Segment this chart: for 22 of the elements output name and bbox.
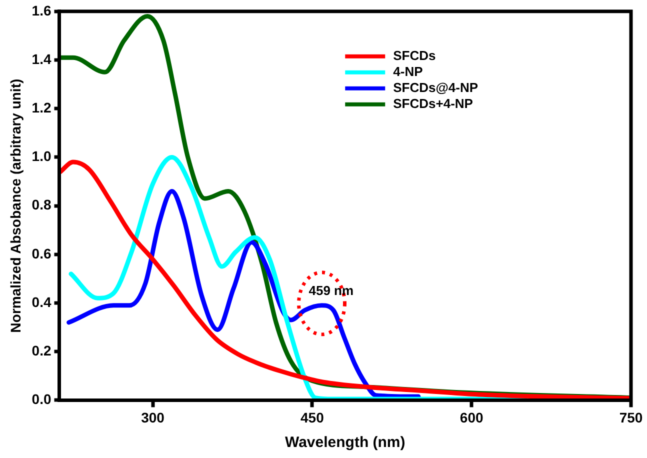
y-tick-label: 0.8	[32, 196, 52, 213]
y-tick-label: 1.4	[32, 50, 52, 67]
legend-label: SFCDs	[393, 48, 436, 63]
line-series	[66, 188, 421, 399]
y-tick-label: 0.6	[32, 245, 52, 262]
y-tick-label: 1.0	[32, 148, 52, 164]
line-series	[59, 160, 631, 400]
annotation: 459 nm	[308, 283, 354, 298]
y-tick-label: 0.4	[32, 294, 52, 310]
y-tick-label: 0.2	[32, 342, 52, 358]
y-tick-label: 0.0	[32, 391, 52, 408]
legend-label: SFCDs@4-NP	[393, 80, 478, 95]
y-axis-title: Normalized Absobance (arbitrary unit)	[7, 78, 24, 333]
x-tick-label: 750	[619, 409, 643, 426]
legend-label: 4-NP	[393, 64, 424, 79]
x-axis-title: Wavelength (nm)	[284, 434, 406, 452]
y-tick-label: 1.2	[32, 99, 52, 116]
x-tick-label: 300	[141, 409, 165, 426]
x-tick-label: 600	[460, 409, 484, 426]
y-tick-label: 1.6	[32, 2, 52, 18]
legend-label: SFCDs+4-NP	[393, 96, 474, 111]
x-tick-label: 450	[300, 409, 324, 426]
